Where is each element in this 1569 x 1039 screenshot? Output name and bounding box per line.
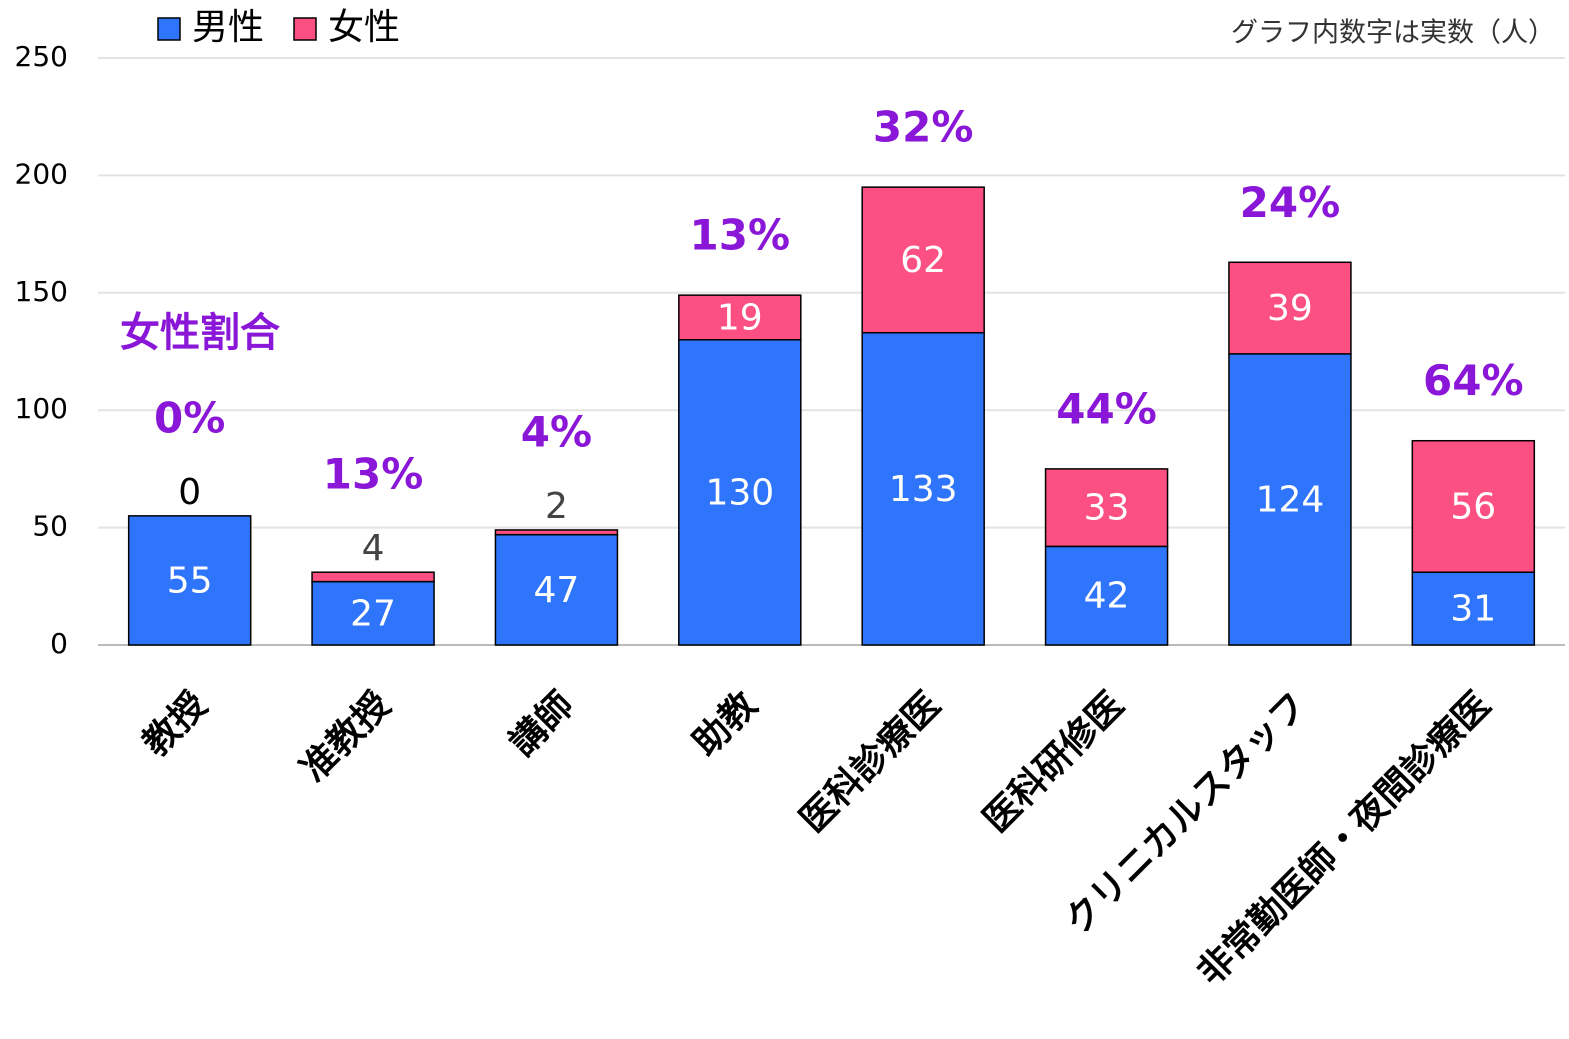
value-label: 42	[1084, 576, 1130, 617]
bar-segment	[311, 571, 435, 583]
value-label: 2	[545, 486, 568, 527]
x-tick-label: 医科研修医	[976, 684, 1132, 840]
y-tick-label: 250	[15, 40, 68, 73]
value-label: 39	[1267, 288, 1313, 329]
note: グラフ内数字は実数（人）	[1231, 18, 1555, 49]
ratio-label: 13%	[323, 450, 424, 499]
bar-segment	[861, 186, 985, 334]
value-label: 55	[167, 560, 213, 601]
x-tick-group: 助教	[685, 684, 765, 764]
value-label: 62	[900, 240, 946, 281]
value-label: 56	[1450, 486, 1496, 527]
y-tick-label: 50	[32, 510, 68, 543]
x-tick-label: 非常勤医師・夜間診療医	[1190, 684, 1499, 993]
value-label: 133	[889, 469, 958, 510]
value-label: 19	[717, 297, 763, 338]
bar-segment	[1411, 439, 1536, 573]
bar-segment	[1044, 468, 1169, 548]
ratio-title: 女性割合	[120, 310, 280, 356]
x-tick-group: 医科研修医	[976, 684, 1132, 840]
bar-segment	[861, 331, 985, 646]
legend-swatch	[157, 17, 181, 41]
legend-label: 女性	[328, 7, 400, 48]
bar-segment	[1044, 545, 1169, 646]
y-tick-label: 0	[50, 627, 68, 660]
ratio-label: 44%	[1056, 384, 1157, 433]
value-label: 4	[362, 528, 385, 569]
x-tick-group: 准教授	[293, 684, 398, 789]
bar-segment	[127, 515, 252, 646]
x-tick-label: 教授	[135, 684, 215, 764]
value-label: 33	[1084, 488, 1130, 529]
ratio-label: 4%	[521, 407, 592, 456]
value-label: 27	[350, 593, 396, 634]
y-tick-label: 200	[15, 157, 68, 190]
x-tick-label: 助教	[685, 684, 765, 764]
bar-segment	[1411, 571, 1536, 646]
value-label: 124	[1256, 479, 1325, 520]
x-tick-label: 准教授	[293, 684, 398, 789]
ratio-label: 24%	[1240, 178, 1341, 227]
bar-segment	[1228, 353, 1352, 646]
bar-segment	[678, 294, 802, 341]
x-tick-group: 講師	[501, 684, 582, 765]
x-tick-group: 非常勤医師・夜間診療医	[1190, 684, 1499, 993]
x-tick-group: 教授	[135, 684, 215, 764]
ratio-label: 32%	[873, 103, 974, 152]
legend-label: 男性	[192, 7, 264, 48]
x-tick-label: 講師	[501, 684, 582, 765]
ratio-label: 13%	[690, 211, 791, 260]
x-tick-label: 医科診療医	[792, 684, 948, 840]
legend-swatch	[293, 17, 317, 41]
bar-segment	[1228, 261, 1352, 355]
x-tick-group: 医科診療医	[792, 684, 948, 840]
value-label: 0	[178, 472, 201, 513]
bar-segment	[494, 533, 619, 646]
value-label: 130	[705, 472, 774, 513]
y-tick-label: 150	[15, 275, 68, 308]
value-label: 47	[534, 570, 580, 611]
bar-segment	[311, 580, 435, 646]
value-label: 31	[1450, 589, 1496, 630]
ratio-label: 0%	[154, 393, 225, 442]
ratio-label: 64%	[1423, 356, 1524, 405]
bar-segment	[494, 529, 619, 536]
y-tick-label: 100	[15, 392, 68, 425]
